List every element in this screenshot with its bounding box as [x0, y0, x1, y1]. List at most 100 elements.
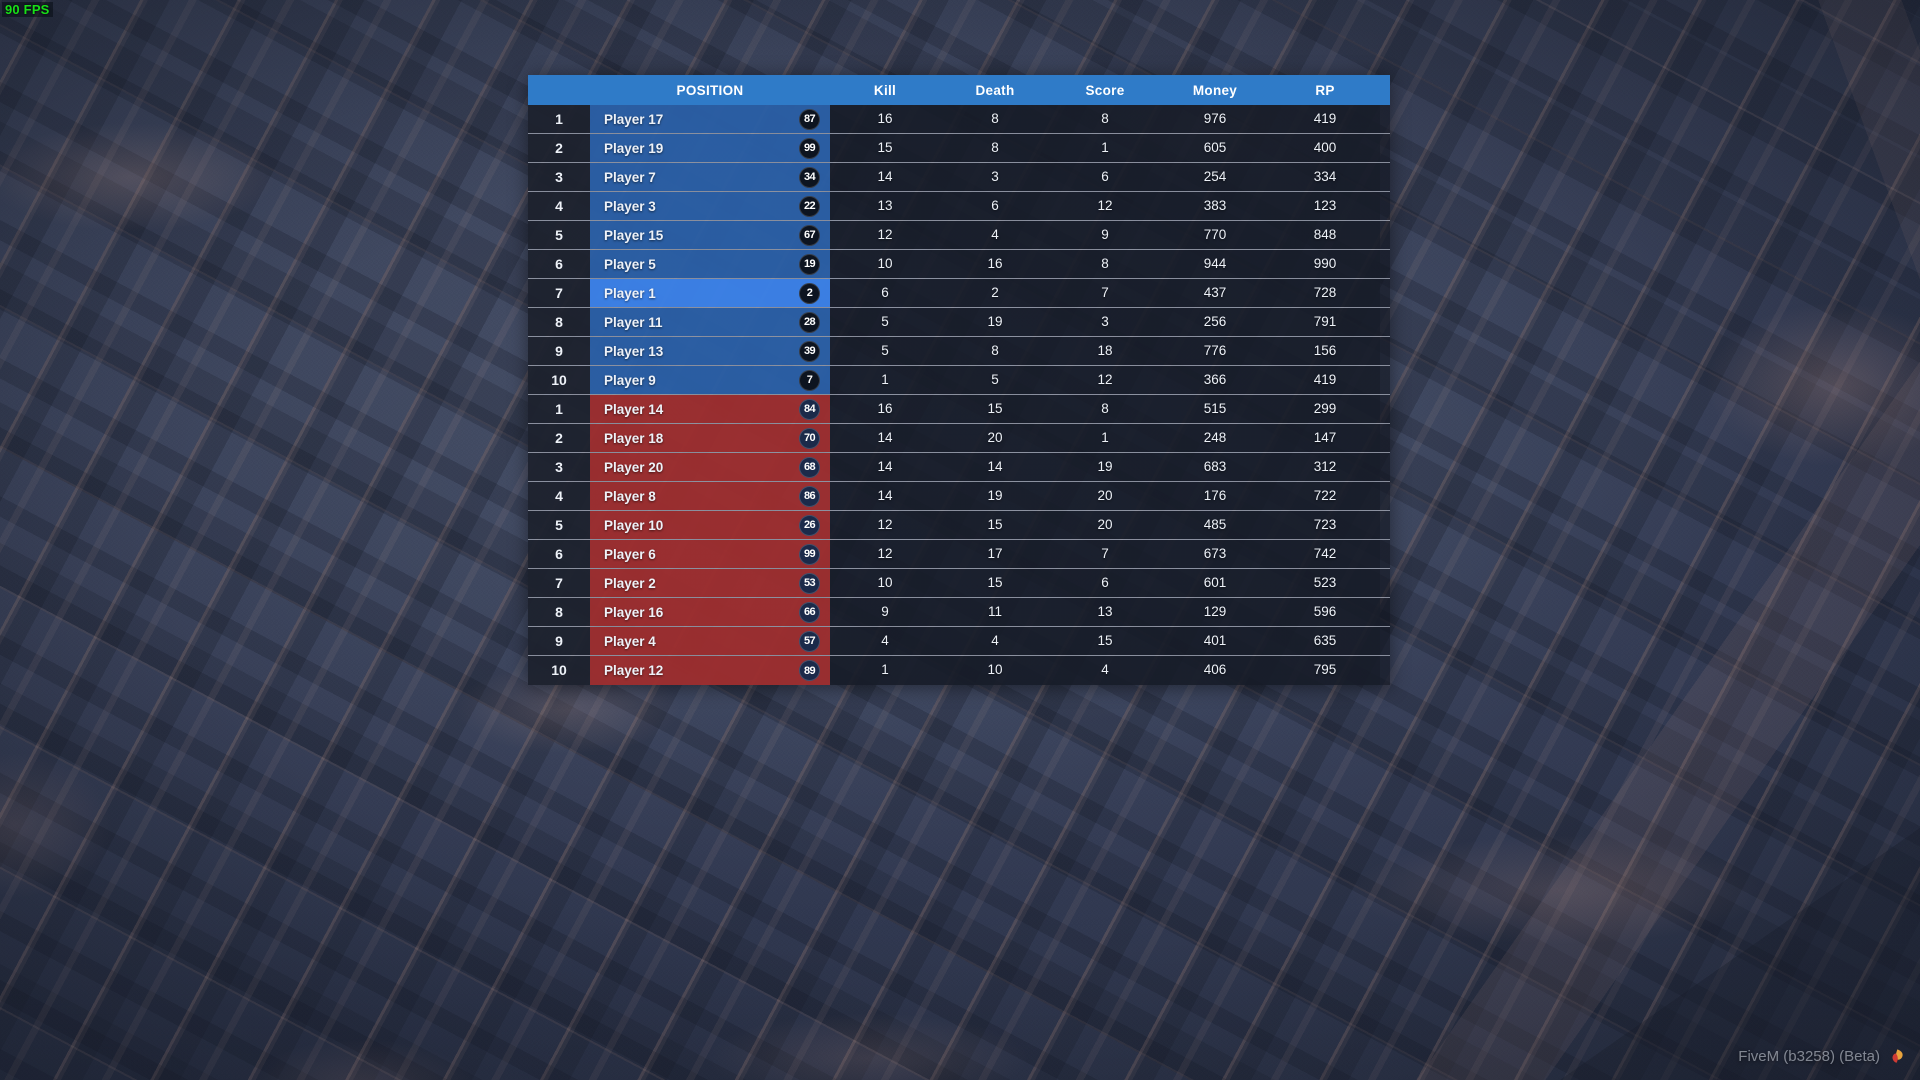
row-kill: 5 [830, 308, 940, 336]
row-score: 20 [1050, 482, 1160, 510]
scoreboard-row: 5 Player 15 67 12 4 9 770 848 [528, 221, 1390, 250]
row-kill: 14 [830, 163, 940, 191]
row-player-name: Player 9 [604, 372, 656, 388]
row-rp: 419 [1270, 105, 1380, 133]
row-player-name-cell: Player 3 22 [590, 192, 830, 220]
row-position: 3 [528, 453, 590, 481]
row-player-name: Player 5 [604, 256, 656, 272]
row-kill: 1 [830, 366, 940, 394]
row-score: 8 [1050, 105, 1160, 133]
row-position: 6 [528, 250, 590, 278]
row-player-name-cell: Player 4 57 [590, 627, 830, 655]
row-money: 437 [1160, 279, 1270, 307]
row-kill: 1 [830, 656, 940, 685]
row-rp: 722 [1270, 482, 1380, 510]
ping-badge-icon: 7 [799, 369, 820, 391]
row-money: 406 [1160, 656, 1270, 685]
row-score: 7 [1050, 540, 1160, 568]
row-rp: 156 [1270, 337, 1380, 365]
row-money: 485 [1160, 511, 1270, 539]
row-money: 683 [1160, 453, 1270, 481]
scoreboard-row: 1 Player 14 84 16 15 8 515 299 [528, 395, 1390, 424]
row-player-name-cell: Player 20 68 [590, 453, 830, 481]
row-player-name: Player 18 [604, 430, 664, 446]
row-player-name: Player 14 [604, 401, 664, 417]
ping-badge-icon: 19 [799, 253, 820, 275]
row-player-name-cell: Player 13 39 [590, 337, 830, 365]
row-death: 8 [940, 337, 1050, 365]
row-death: 11 [940, 598, 1050, 626]
row-position: 10 [528, 656, 590, 685]
row-player-name: Player 8 [604, 488, 656, 504]
row-position: 3 [528, 163, 590, 191]
row-player-name-cell: Player 18 70 [590, 424, 830, 452]
ping-badge-icon: 99 [799, 543, 820, 565]
row-death: 19 [940, 482, 1050, 510]
row-money: 944 [1160, 250, 1270, 278]
row-kill: 4 [830, 627, 940, 655]
scoreboard-row: 5 Player 10 26 12 15 20 485 723 [528, 511, 1390, 540]
scoreboard-row: 10 Player 12 89 1 10 4 406 795 [528, 656, 1390, 685]
row-death: 17 [940, 540, 1050, 568]
row-score: 1 [1050, 134, 1160, 162]
row-rp: 523 [1270, 569, 1380, 597]
ping-badge-icon: 67 [799, 224, 820, 246]
header-kill: Kill [873, 82, 897, 98]
row-position: 6 [528, 540, 590, 568]
row-score: 1 [1050, 424, 1160, 452]
row-score: 12 [1050, 366, 1160, 394]
ping-badge-icon: 28 [799, 311, 820, 333]
row-player-name: Player 11 [604, 314, 663, 330]
row-money: 673 [1160, 540, 1270, 568]
row-score: 19 [1050, 453, 1160, 481]
row-rp: 147 [1270, 424, 1380, 452]
scoreboard-row: 6 Player 6 99 12 17 7 673 742 [528, 540, 1390, 569]
ping-badge-icon: 57 [799, 630, 820, 652]
row-score: 8 [1050, 250, 1160, 278]
scoreboard-row: 2 Player 18 70 14 20 1 248 147 [528, 424, 1390, 453]
scoreboard-row: 4 Player 8 86 14 19 20 176 722 [528, 482, 1390, 511]
scoreboard-row: 7 Player 2 53 10 15 6 601 523 [528, 569, 1390, 598]
row-rp: 990 [1270, 250, 1380, 278]
row-death: 16 [940, 250, 1050, 278]
row-player-name: Player 20 [604, 459, 664, 475]
header-rp: RP [1315, 82, 1335, 98]
row-rp: 791 [1270, 308, 1380, 336]
row-position: 4 [528, 482, 590, 510]
row-player-name: Player 3 [604, 198, 656, 214]
row-player-name: Player 17 [604, 111, 664, 127]
ping-badge-icon: 34 [799, 166, 820, 188]
header-death: Death [975, 82, 1015, 98]
row-player-name-cell: Player 6 99 [590, 540, 830, 568]
row-money: 601 [1160, 569, 1270, 597]
ping-badge-icon: 39 [799, 340, 820, 362]
row-kill: 5 [830, 337, 940, 365]
row-player-name: Player 15 [604, 227, 664, 243]
row-score: 7 [1050, 279, 1160, 307]
row-kill: 14 [830, 424, 940, 452]
row-score: 3 [1050, 308, 1160, 336]
row-player-name: Player 10 [604, 517, 664, 533]
fivem-logo-icon [1892, 1049, 1903, 1063]
ping-badge-icon: 87 [799, 108, 820, 130]
row-position: 10 [528, 366, 590, 394]
row-money: 256 [1160, 308, 1270, 336]
row-kill: 12 [830, 221, 940, 249]
row-money: 366 [1160, 366, 1270, 394]
scoreboard-panel: POSITION Kill Death Score Money RP 1 Play… [528, 75, 1390, 685]
row-player-name: Player 13 [604, 343, 664, 359]
row-money: 176 [1160, 482, 1270, 510]
row-position: 7 [528, 279, 590, 307]
scoreboard-row: 9 Player 13 39 5 8 18 776 156 [528, 337, 1390, 366]
row-death: 4 [940, 627, 1050, 655]
row-death: 8 [940, 134, 1050, 162]
header-score: Score [1085, 82, 1125, 98]
row-kill: 14 [830, 482, 940, 510]
ping-badge-icon: 26 [799, 514, 820, 536]
row-rp: 419 [1270, 366, 1380, 394]
ping-badge-icon: 86 [799, 485, 820, 507]
scoreboard-row: 3 Player 20 68 14 14 19 683 312 [528, 453, 1390, 482]
row-money: 383 [1160, 192, 1270, 220]
row-money: 401 [1160, 627, 1270, 655]
row-kill: 16 [830, 105, 940, 133]
